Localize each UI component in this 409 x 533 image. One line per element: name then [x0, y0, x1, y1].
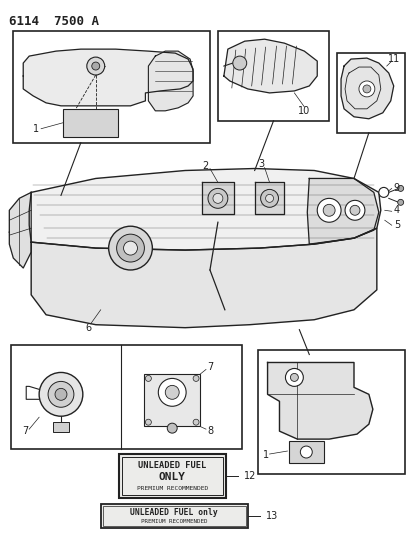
Text: 2: 2 [201, 160, 208, 171]
Text: 13: 13 [265, 511, 277, 521]
Circle shape [92, 62, 99, 70]
Text: PREMIUM RECOMMENDED: PREMIUM RECOMMENDED [141, 519, 207, 524]
Text: 12: 12 [243, 471, 256, 481]
Polygon shape [148, 51, 193, 111]
Polygon shape [223, 39, 317, 93]
Circle shape [265, 195, 273, 203]
Circle shape [358, 81, 374, 97]
Text: 1: 1 [262, 450, 268, 460]
Text: 11: 11 [387, 54, 399, 64]
Text: 6: 6 [85, 322, 92, 333]
Circle shape [300, 446, 312, 458]
Text: 5: 5 [393, 220, 399, 230]
Bar [102, 506, 245, 526]
Bar [118, 454, 225, 498]
Circle shape [158, 378, 186, 406]
Bar [53, 422, 69, 432]
Circle shape [108, 226, 152, 270]
Circle shape [145, 375, 151, 382]
Circle shape [317, 198, 340, 222]
Polygon shape [340, 58, 393, 119]
Text: 3: 3 [258, 158, 264, 168]
Circle shape [322, 204, 334, 216]
Circle shape [193, 375, 198, 382]
Circle shape [123, 241, 137, 255]
Circle shape [48, 382, 74, 407]
Text: UNLEADED FUEL only: UNLEADED FUEL only [130, 508, 218, 517]
Polygon shape [202, 182, 233, 214]
Text: 9: 9 [393, 183, 399, 193]
Text: PREMIUM RECOMMENDED: PREMIUM RECOMMENDED [136, 486, 207, 491]
Circle shape [212, 193, 222, 203]
Circle shape [397, 199, 402, 205]
Circle shape [165, 385, 179, 399]
Text: UNLEADED FUEL: UNLEADED FUEL [138, 462, 206, 471]
Bar [144, 375, 200, 426]
Bar [63, 109, 117, 136]
Circle shape [55, 389, 67, 400]
Bar [13, 31, 209, 143]
Text: 4: 4 [393, 205, 399, 215]
Text: 8: 8 [207, 426, 213, 436]
Circle shape [207, 188, 227, 208]
Text: 7: 7 [206, 362, 213, 373]
Polygon shape [9, 192, 31, 268]
Polygon shape [307, 179, 378, 244]
Bar [101, 504, 247, 528]
Circle shape [397, 185, 402, 191]
Circle shape [378, 188, 388, 197]
Circle shape [145, 419, 151, 425]
Bar [289, 441, 324, 463]
Bar [121, 457, 222, 495]
Bar [336, 53, 404, 133]
Circle shape [87, 57, 104, 75]
Circle shape [167, 423, 177, 433]
Circle shape [349, 205, 359, 215]
Text: 10: 10 [297, 106, 310, 116]
Text: 6114  7500 A: 6114 7500 A [9, 15, 99, 28]
Circle shape [193, 419, 198, 425]
Circle shape [39, 373, 83, 416]
Circle shape [285, 368, 303, 386]
Circle shape [344, 200, 364, 220]
Bar [11, 345, 241, 449]
Text: 1: 1 [33, 124, 39, 134]
Circle shape [362, 85, 370, 93]
Text: 7: 7 [22, 426, 28, 436]
Polygon shape [29, 168, 380, 250]
Bar [217, 31, 328, 121]
Circle shape [116, 234, 144, 262]
Circle shape [260, 189, 278, 207]
Polygon shape [254, 182, 284, 214]
Polygon shape [23, 49, 193, 106]
Polygon shape [267, 362, 372, 439]
Circle shape [290, 374, 298, 382]
Polygon shape [31, 228, 376, 328]
Circle shape [232, 56, 246, 70]
Bar [257, 350, 404, 474]
Text: ONLY: ONLY [158, 472, 185, 482]
